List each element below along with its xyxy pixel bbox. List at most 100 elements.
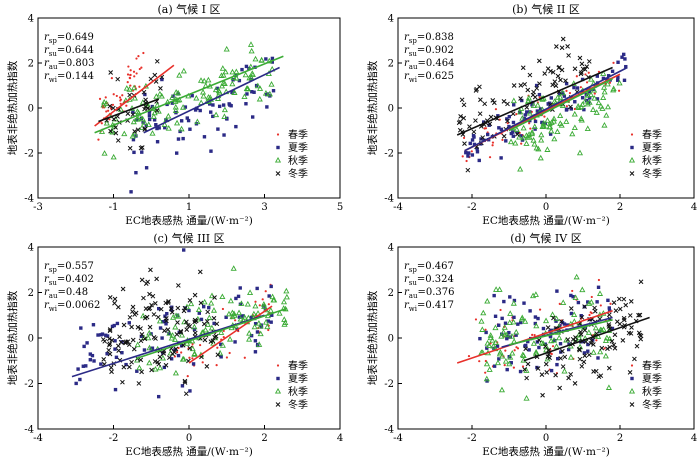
data-point	[553, 83, 559, 89]
data-point	[269, 320, 273, 324]
legend-marker	[276, 133, 280, 136]
data-point	[132, 129, 138, 134]
data-point	[216, 346, 219, 349]
data-point	[580, 77, 585, 82]
data-point	[262, 90, 269, 96]
data-point	[485, 346, 489, 350]
data-point	[169, 357, 174, 361]
data-point	[623, 302, 629, 308]
data-point	[105, 352, 109, 356]
data-point	[79, 326, 83, 330]
data-point	[475, 147, 479, 151]
data-point	[556, 334, 563, 341]
data-point	[244, 300, 251, 307]
data-point	[520, 65, 526, 71]
data-point	[595, 339, 598, 342]
data-point	[191, 342, 194, 346]
data-point	[466, 154, 470, 158]
data-point	[580, 66, 586, 72]
data-point	[562, 94, 567, 98]
data-point	[156, 306, 161, 311]
panel-title: (b) 气候 II 区	[512, 2, 580, 16]
data-point	[534, 83, 539, 88]
data-point	[163, 319, 167, 323]
data-point	[537, 345, 541, 350]
data-point	[523, 140, 530, 146]
data-point	[512, 103, 516, 107]
data-point	[511, 134, 516, 138]
data-point	[565, 89, 568, 92]
data-point	[513, 349, 516, 352]
data-point	[508, 333, 515, 339]
data-point	[540, 120, 544, 125]
data-point	[528, 130, 536, 137]
data-point	[555, 362, 559, 367]
data-point	[534, 101, 541, 108]
data-point	[241, 314, 248, 320]
data-point	[112, 296, 118, 302]
data-point	[570, 336, 576, 342]
data-point	[146, 359, 153, 366]
data-point	[211, 315, 217, 321]
data-point	[507, 354, 514, 360]
regression-line	[71, 314, 265, 378]
data-point	[584, 100, 591, 107]
data-point	[501, 99, 507, 104]
data-point	[221, 307, 225, 311]
data-point	[155, 140, 160, 144]
data-point	[579, 314, 583, 318]
data-point	[527, 348, 531, 352]
data-point	[187, 345, 193, 351]
data-point	[200, 92, 207, 99]
data-point	[105, 334, 110, 338]
data-point	[499, 308, 502, 312]
data-point	[234, 296, 238, 301]
regression-line	[135, 307, 288, 360]
data-point	[202, 326, 209, 333]
legend-marker	[630, 145, 634, 150]
data-point	[92, 359, 96, 363]
data-point	[204, 364, 210, 369]
data-point	[530, 103, 534, 107]
data-point	[219, 342, 223, 347]
y-tick-label: -4	[384, 194, 394, 205]
data-point	[589, 338, 594, 344]
data-point	[154, 58, 160, 64]
data-point	[542, 317, 550, 324]
x-tick-label: 0	[543, 202, 549, 213]
data-point	[127, 321, 131, 325]
data-point	[192, 327, 197, 332]
correlation-stat: rsu=0.324	[404, 274, 454, 287]
data-point	[548, 334, 553, 339]
data-point	[244, 64, 249, 69]
data-point	[74, 381, 78, 386]
data-point	[134, 341, 141, 348]
data-point	[609, 302, 612, 305]
data-point	[98, 97, 102, 100]
data-point	[599, 345, 605, 351]
data-point	[584, 125, 591, 132]
correlation-stat: rsp=0.467	[404, 261, 454, 274]
data-point	[620, 338, 626, 343]
data-point	[616, 79, 623, 86]
data-point	[522, 301, 526, 305]
legend-label: 冬季	[642, 398, 662, 411]
data-point	[110, 153, 117, 160]
data-point	[533, 322, 540, 329]
data-point	[243, 356, 246, 359]
data-point	[226, 335, 234, 342]
data-point	[76, 367, 80, 371]
data-point	[523, 113, 527, 117]
data-point	[533, 119, 538, 124]
data-point	[267, 307, 274, 313]
data-point	[113, 339, 117, 343]
data-point	[149, 130, 156, 136]
data-point	[111, 116, 117, 122]
data-point	[493, 314, 498, 318]
data-point	[139, 332, 145, 337]
data-point	[191, 357, 194, 360]
data-point	[470, 138, 475, 142]
data-point	[497, 357, 501, 361]
data-point	[157, 126, 161, 130]
data-point	[579, 363, 585, 369]
